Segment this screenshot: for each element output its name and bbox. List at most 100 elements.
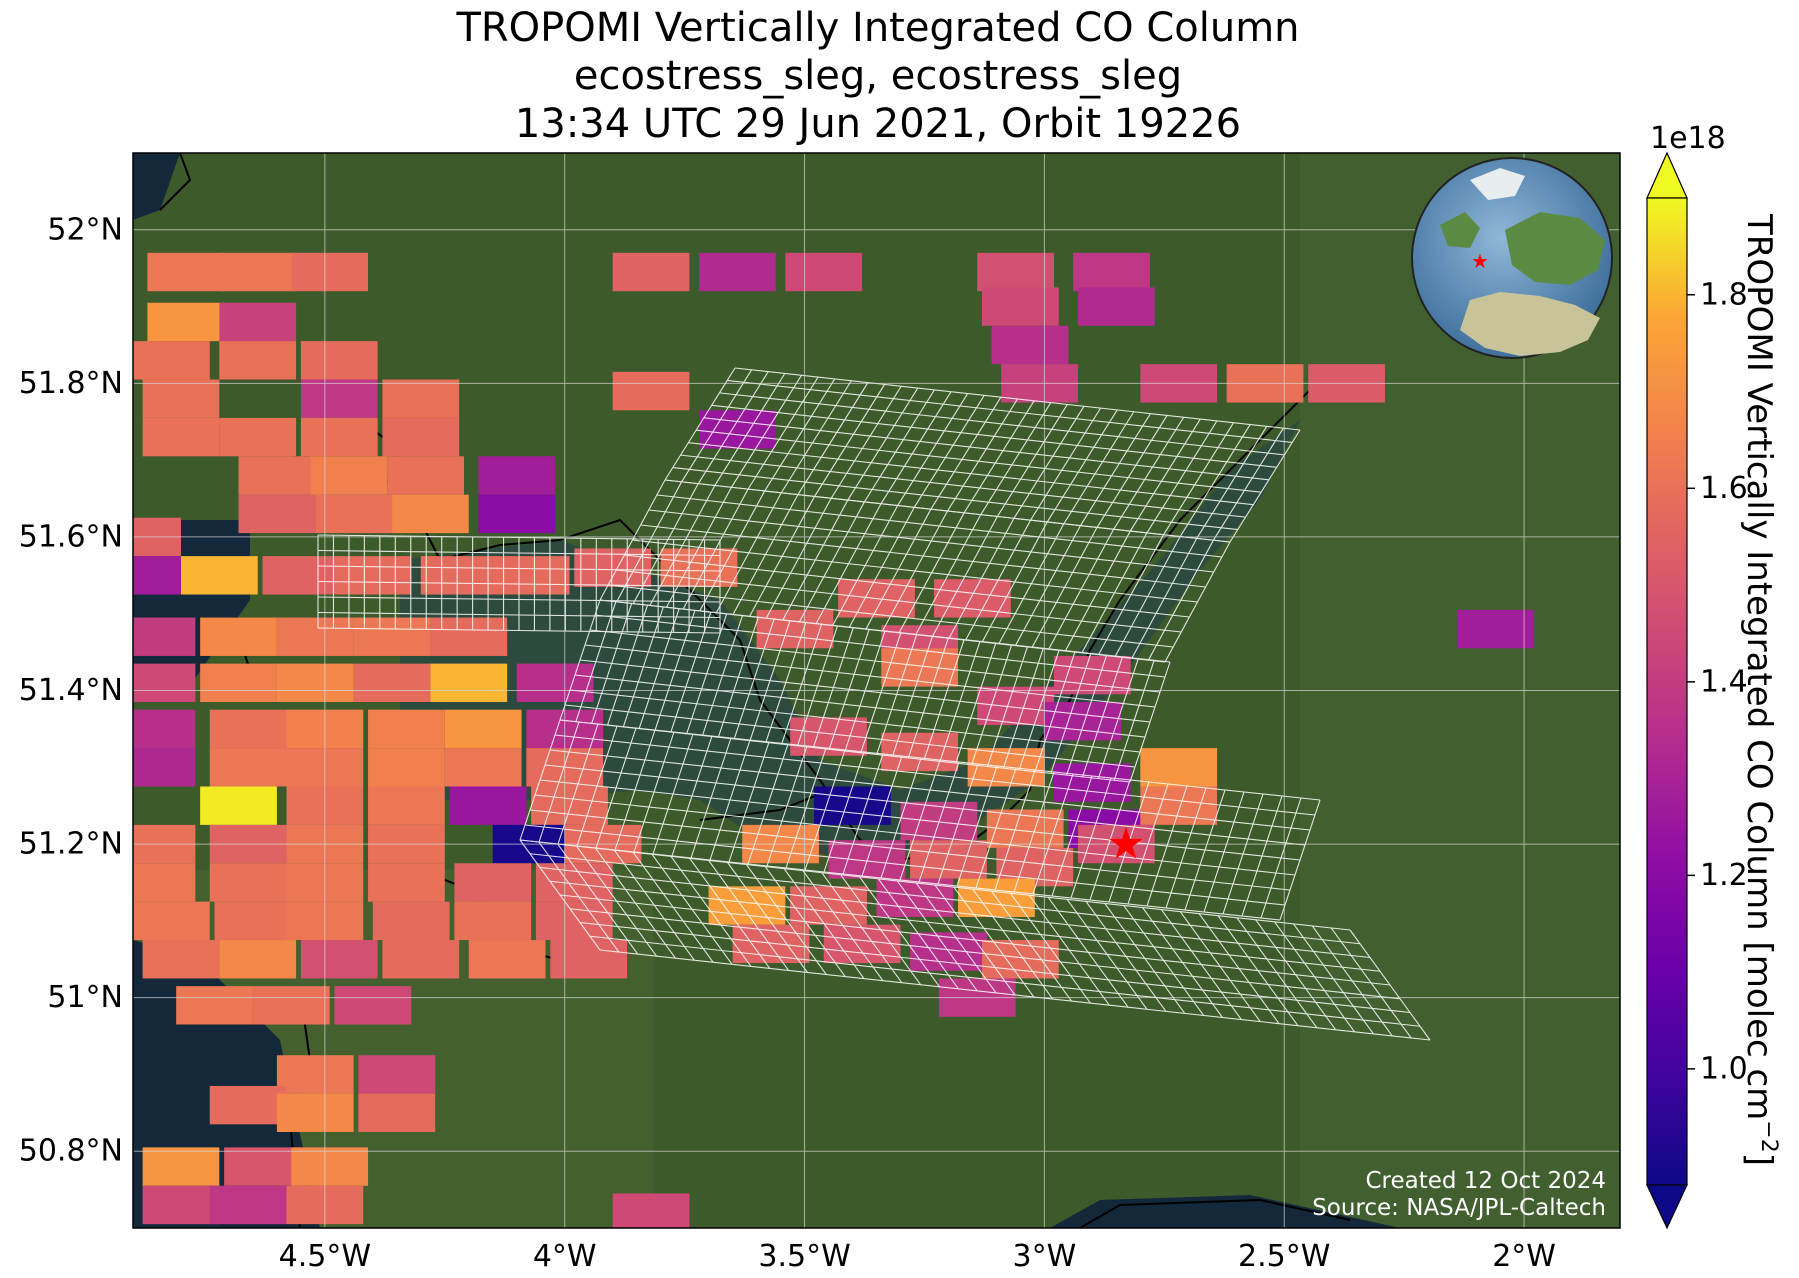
map-area[interactable]: ★ Created 12 Oct 2024 Source: NASA/JPL-C…: [104, 153, 1620, 1232]
colorbar-scale-note: 1e18: [1650, 121, 1726, 156]
swath-grid-line: [930, 396, 1002, 510]
map-date-orbit: 13:34 UTC 29 Jun 2021, Orbit 19226: [514, 101, 1242, 147]
co-cell: [142, 940, 220, 979]
co-cell: [977, 252, 1054, 292]
swath-grid-line: [1063, 411, 1135, 525]
co-cell: [209, 1185, 287, 1225]
swath-grid-line: [747, 376, 819, 490]
co-cell: [310, 456, 388, 495]
longitude-label: 4°W: [533, 1239, 597, 1274]
co-cell: [133, 341, 210, 380]
swath-grid-line: [317, 580, 721, 588]
co-cell: [209, 863, 287, 902]
estuary-area: [400, 420, 1300, 860]
swath-grid-line: [519, 839, 1351, 931]
swath-grid-line: [1212, 427, 1284, 541]
globe-target-star-icon: ★: [1471, 249, 1489, 273]
swath-grid-line: [913, 395, 985, 508]
co-cell: [334, 556, 412, 595]
co-cell: [444, 709, 522, 749]
co-cell: [262, 556, 340, 595]
swath-grid-line: [559, 894, 1391, 986]
swath-grid-line: [672, 467, 1238, 531]
co-cell: [612, 1193, 690, 1228]
co-cell: [133, 556, 181, 595]
swath-grid-line: [529, 809, 1291, 891]
latitude-label: 52°N: [47, 212, 123, 247]
swath-grid-line: [569, 689, 1141, 753]
co-cell: [392, 494, 469, 534]
co-cell: [209, 748, 287, 787]
swath-grid-line: [317, 627, 721, 634]
co-cell: [1053, 655, 1131, 695]
longitude-label: 3.5°W: [758, 1239, 850, 1274]
co-cell: [219, 417, 297, 457]
co-cell: [180, 556, 258, 595]
swath-grid-line: [996, 404, 1068, 517]
co-cell: [612, 371, 690, 411]
co-cell: [387, 456, 464, 495]
co-cell: [449, 786, 527, 825]
co-cell: [219, 940, 297, 979]
co-cell: [276, 1093, 354, 1133]
co-cell: [142, 1147, 220, 1186]
co-cell: [444, 748, 522, 787]
globe-ice: [1470, 168, 1525, 200]
co-cell: [300, 417, 378, 457]
colorbar-tick-label: 1.6: [1700, 471, 1748, 506]
swath-grid-line: [880, 391, 952, 504]
swath-grid-line: [1196, 426, 1268, 539]
co-cell: [133, 709, 196, 749]
swath-grid-line: [524, 824, 1286, 906]
swath-grid-line: [1146, 420, 1218, 534]
swath-grid-line: [734, 367, 1301, 431]
swath-grid-line: [1179, 424, 1251, 537]
swath-grid-line: [559, 719, 1321, 801]
swath-grid-line: [554, 734, 1316, 816]
co-cell: [200, 663, 277, 703]
co-cell: [147, 252, 225, 292]
swath-grid-line: [599, 949, 1431, 1041]
swath-grid-line: [648, 509, 1214, 573]
co-cell: [382, 417, 460, 457]
swath-grid-line: [711, 404, 1277, 468]
globe-land: [1460, 292, 1600, 356]
swath-grid-line: [317, 596, 721, 603]
co-cell: [430, 617, 508, 656]
co-cell: [300, 940, 378, 979]
co-cell: [368, 748, 445, 787]
target-star-icon[interactable]: ★: [1106, 819, 1145, 870]
swath-grid-line: [539, 866, 1371, 959]
swath-grid-line: [317, 549, 721, 557]
co-cell: [300, 379, 378, 418]
colorbar-tick-label: 1.0: [1700, 1051, 1748, 1086]
co-cell: [300, 341, 378, 380]
co-cell: [478, 456, 556, 495]
co-cell: [238, 494, 316, 534]
swath-grid-line: [830, 385, 902, 499]
swath-grid-line: [594, 614, 1166, 678]
latitude-label: 51.8°N: [19, 366, 123, 401]
co-cell: [368, 863, 445, 902]
swath-grid-line: [317, 611, 721, 619]
co-cell: [454, 863, 532, 902]
swath-grid-line: [664, 479, 1231, 543]
co-cell: [133, 617, 196, 656]
co-cell: [982, 287, 1059, 326]
latitude-label: 51.6°N: [19, 519, 123, 554]
colorbar-extend-max: [1646, 151, 1688, 199]
swath-grid-line: [549, 880, 1381, 972]
co-cell: [133, 663, 196, 703]
co-cell: [224, 1147, 301, 1186]
co-cell: [219, 341, 297, 380]
swath-grid-line: [1079, 413, 1151, 526]
co-cell: [133, 863, 196, 902]
co-cell: [699, 410, 776, 449]
swath-grid-line: [719, 392, 1285, 456]
co-cell: [358, 1055, 436, 1094]
co-cell: [1456, 609, 1534, 649]
co-cell: [1044, 702, 1122, 741]
co-cell: [209, 709, 287, 749]
swath-grid-line: [599, 599, 1171, 663]
swath-grid-line: [1113, 416, 1185, 530]
